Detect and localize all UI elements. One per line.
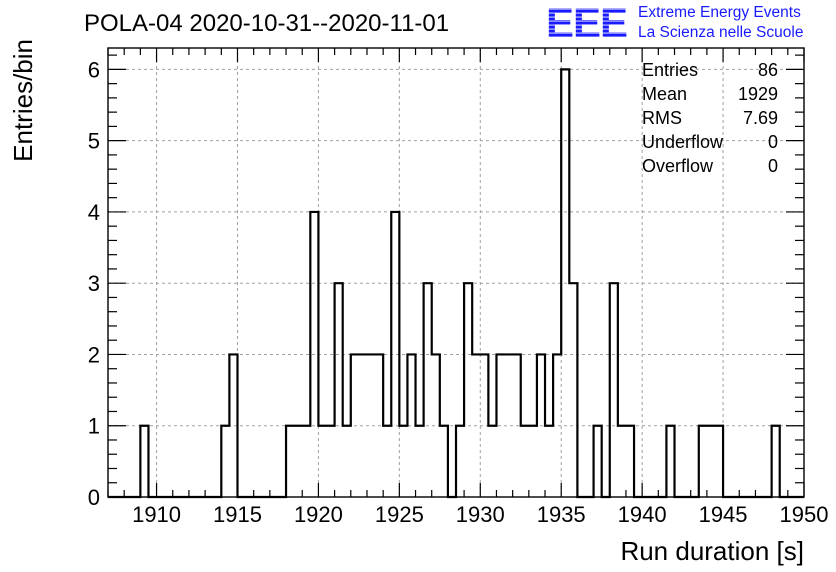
stat-value: 7.69 [742,108,778,128]
stats-box: Entries 86 Mean 1929 RMS 7.69 Underflow … [642,60,778,180]
stat-label: Underflow [642,132,724,152]
eee-logo-icon: EEE [546,2,628,40]
y-axis-label: Entries/bin [8,39,38,162]
x-tick-label: 1910 [132,502,181,527]
stat-value: 86 [757,60,778,80]
y-tick-label: 1 [88,414,100,439]
logo-line-1: Extreme Energy Events [638,4,801,21]
logo-line-2: La Scienza nelle Scuole [638,24,804,41]
stat-row-rms: RMS 7.69 [642,108,778,132]
x-tick-label: 1950 [780,502,829,527]
axes [107,47,805,498]
x-tick-label: 1930 [456,502,505,527]
tick-labels: 1910 1915 1920 1925 1930 1935 1940 1945 1950 0 1 2 3… [88,57,829,527]
stat-row-mean: Mean 1929 [642,84,778,108]
y-tick-label: 6 [88,57,100,82]
chart-title: POLA-04 2020-10-31--2020-11-01 [84,10,450,37]
stat-label: Mean [642,84,688,104]
stat-value: 1929 [737,84,778,104]
x-tick-label: 1945 [699,502,748,527]
stat-row-overflow: Overflow 0 [642,156,778,180]
x-tick-label: 1935 [537,502,586,527]
stat-label: RMS [642,108,682,128]
y-tick-label: 5 [88,129,100,154]
stat-row-underflow: Underflow 0 [642,132,778,156]
x-tick-label: 1925 [375,502,424,527]
x-tick-label: 1915 [213,502,262,527]
plot-frame [107,47,805,498]
stat-value: 0 [767,132,778,152]
logo-text: EEE [546,2,627,40]
y-tick-label: 0 [88,485,100,510]
stat-row-entries: Entries 86 [642,60,778,84]
stat-label: Overflow [642,156,714,176]
stat-value: 0 [767,156,778,176]
y-tick-label: 3 [88,271,100,296]
x-axis-label: Run duration [s] [620,536,804,566]
x-tick-label: 1940 [618,502,667,527]
y-tick-label: 4 [88,200,100,225]
y-tick-label: 2 [88,342,100,367]
x-tick-label: 1920 [294,502,343,527]
stat-label: Entries [642,60,699,80]
